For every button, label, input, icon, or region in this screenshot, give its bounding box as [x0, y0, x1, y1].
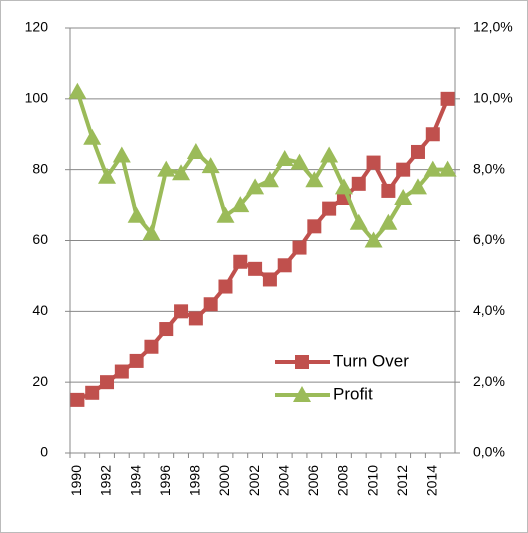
- y-tick-label: 40: [32, 302, 48, 318]
- y-tick-label: 20: [32, 373, 48, 389]
- marker: [203, 297, 218, 312]
- x-tick-label: 2002: [246, 465, 262, 496]
- marker: [349, 213, 368, 230]
- marker: [144, 339, 159, 354]
- marker: [248, 261, 263, 276]
- marker: [231, 196, 250, 213]
- marker: [425, 127, 440, 142]
- y2-tick-label: 4,0%: [473, 302, 505, 318]
- marker: [114, 364, 129, 379]
- marker: [246, 178, 265, 195]
- legend-label: Turn Over: [333, 351, 409, 370]
- marker: [85, 385, 100, 400]
- marker: [83, 128, 102, 145]
- x-tick-label: 2010: [364, 465, 380, 496]
- marker: [112, 146, 131, 163]
- x-tick-label: 1990: [68, 465, 84, 496]
- marker: [188, 311, 203, 326]
- marker: [216, 206, 235, 223]
- marker: [142, 224, 161, 241]
- y-tick-label: 120: [25, 19, 49, 35]
- marker: [408, 178, 427, 195]
- y2-tick-label: 6,0%: [473, 231, 505, 247]
- marker: [364, 231, 383, 248]
- marker: [295, 355, 309, 369]
- marker: [201, 157, 220, 174]
- marker: [100, 375, 115, 390]
- marker: [275, 150, 294, 167]
- legend-label: Profit: [333, 384, 373, 403]
- marker: [127, 206, 146, 223]
- marker: [440, 91, 455, 106]
- marker: [423, 160, 442, 177]
- marker: [172, 164, 191, 181]
- marker: [233, 254, 248, 269]
- marker: [129, 353, 144, 368]
- marker: [292, 240, 307, 255]
- y-tick-label: 0: [40, 444, 48, 460]
- marker: [366, 155, 381, 170]
- x-tick-label: 2006: [305, 465, 321, 496]
- y2-tick-label: 2,0%: [473, 373, 505, 389]
- y2-tick-label: 12,0%: [473, 19, 513, 35]
- marker: [410, 144, 425, 159]
- marker: [438, 160, 457, 177]
- marker: [262, 272, 277, 287]
- y2-tick-label: 8,0%: [473, 160, 505, 176]
- y2-tick-label: 0,0%: [473, 444, 505, 460]
- marker: [320, 146, 339, 163]
- marker: [260, 171, 279, 188]
- marker: [379, 213, 398, 230]
- marker: [334, 178, 353, 195]
- x-tick-label: 2004: [275, 465, 291, 496]
- y-tick-label: 60: [32, 231, 48, 247]
- x-tick-label: 2008: [335, 465, 351, 496]
- y-tick-label: 100: [25, 90, 49, 106]
- marker: [305, 171, 324, 188]
- marker: [98, 167, 117, 184]
- marker: [381, 183, 396, 198]
- x-tick-label: 2014: [423, 465, 439, 496]
- marker: [174, 304, 189, 319]
- x-tick-label: 1994: [127, 465, 143, 496]
- y2-tick-label: 10,0%: [473, 90, 513, 106]
- y-tick-label: 80: [32, 160, 48, 176]
- marker: [396, 162, 411, 177]
- marker: [307, 219, 322, 234]
- marker: [186, 142, 205, 159]
- marker: [351, 176, 366, 191]
- x-tick-label: 1992: [98, 465, 114, 496]
- marker: [157, 160, 176, 177]
- marker: [394, 189, 413, 205]
- x-tick-label: 1998: [187, 465, 203, 496]
- x-tick-label: 1996: [157, 465, 173, 496]
- x-tick-label: 2000: [216, 465, 232, 496]
- marker: [218, 279, 233, 294]
- marker: [70, 392, 85, 407]
- marker: [293, 386, 311, 402]
- marker: [159, 322, 174, 337]
- marker: [290, 153, 309, 170]
- x-tick-label: 2012: [394, 465, 410, 496]
- marker: [322, 201, 337, 216]
- marker: [277, 258, 292, 273]
- marker: [68, 82, 87, 99]
